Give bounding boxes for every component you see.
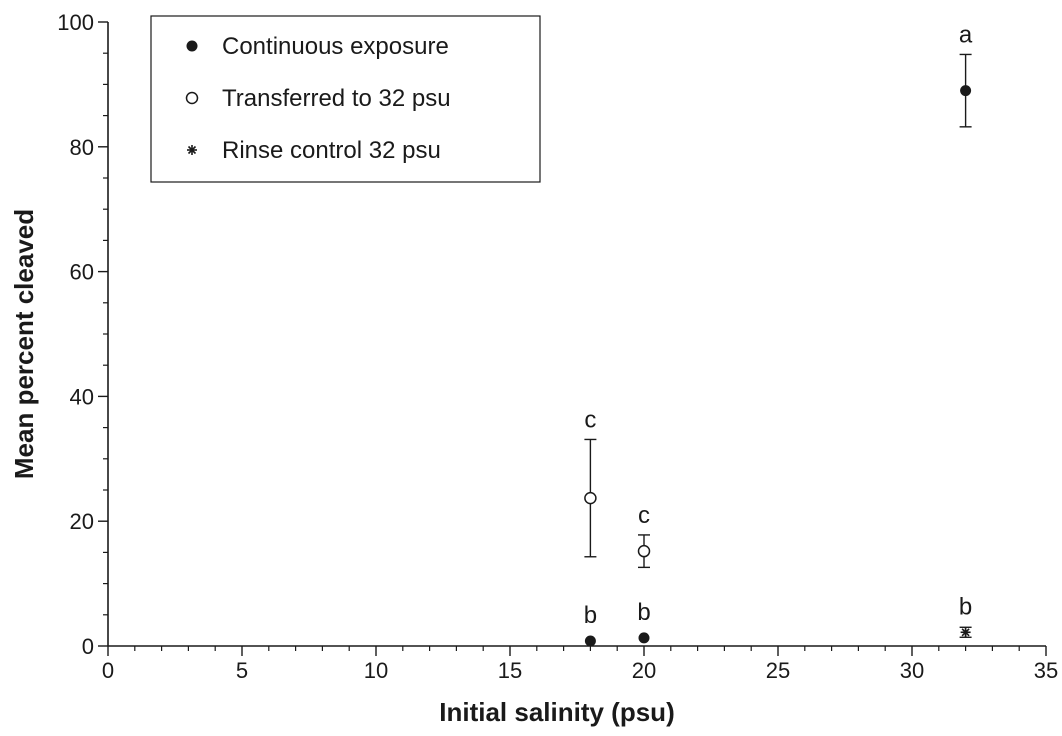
significance-label: c (584, 406, 596, 433)
x-tick-label: 20 (632, 658, 656, 683)
x-tick-label: 35 (1034, 658, 1058, 683)
legend-box (150, 15, 541, 183)
y-tick-label: 0 (82, 634, 94, 659)
y-axis-title: Mean percent cleaved (9, 209, 39, 479)
significance-label: b (959, 593, 972, 620)
x-tick-label: 25 (766, 658, 790, 683)
x-tick-label: 0 (102, 658, 114, 683)
legend: Continuous exposure Transferred to 32 psu… (150, 15, 541, 183)
y-tick-label: 80 (70, 135, 94, 160)
asterisk-stroke (961, 628, 970, 637)
open-circle-marker (584, 491, 597, 505)
legend-entry-label: Rinse control 32 psu (222, 137, 441, 164)
data-points: b b a c c b (584, 21, 973, 647)
asterisk-marker (187, 145, 197, 155)
legend-entry-label: Continuous exposure (222, 33, 449, 60)
filled-circle-marker (638, 632, 650, 644)
x-axis-title: Initial salinity (psu) (439, 697, 674, 727)
axes: 0 5 10 15 20 25 30 35 0 20 40 60 80 100 (57, 10, 1058, 683)
open-circle-marker (637, 544, 651, 558)
filled-circle-marker (186, 40, 198, 52)
y-tick-label: 100 (57, 10, 94, 35)
significance-label: b (637, 599, 650, 626)
filled-circle-marker (960, 85, 972, 97)
significance-label: b (584, 602, 597, 629)
filled-circle-marker (584, 635, 596, 647)
x-tick-label: 10 (364, 658, 388, 683)
significance-label: a (959, 21, 973, 48)
y-tick-label: 60 (70, 260, 94, 285)
y-tick-label: 20 (70, 509, 94, 534)
x-tick-label: 30 (900, 658, 924, 683)
y-tick-label: 40 (70, 384, 94, 409)
legend-entry-label: Transferred to 32 psu (222, 85, 451, 112)
x-tick-label: 15 (498, 658, 522, 683)
open-circle-marker (185, 91, 199, 105)
asterisk-stroke (187, 145, 197, 155)
asterisk-marker (960, 627, 971, 638)
significance-label: c (638, 502, 650, 529)
x-tick-label: 5 (236, 658, 248, 683)
